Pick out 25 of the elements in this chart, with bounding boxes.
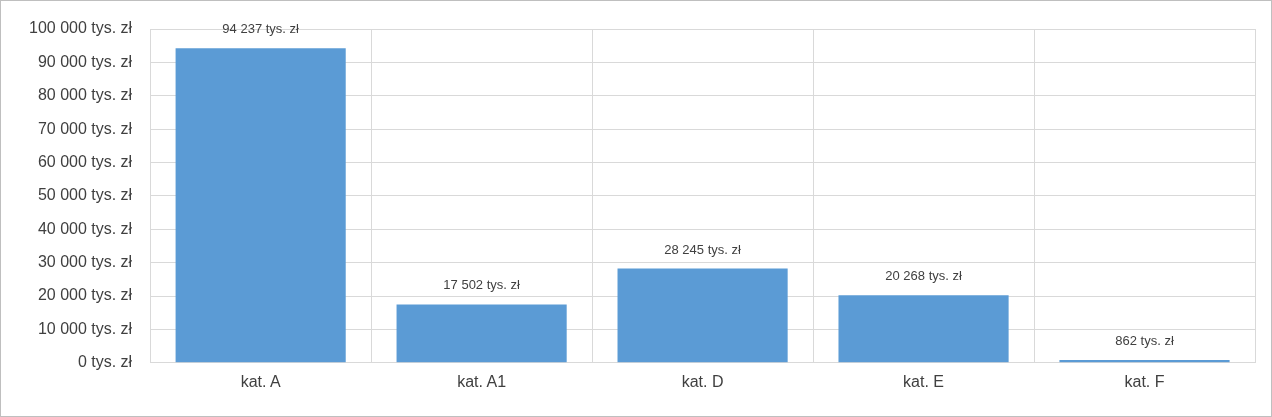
y-tick-label: 40 000 tys. zł — [37, 219, 133, 237]
y-tick-label: 50 000 tys. zł — [37, 186, 133, 204]
y-tick-label: 30 000 tys. zł — [37, 253, 133, 271]
data-label: 94 237 tys. zł — [222, 21, 300, 37]
y-tick-label: 90 000 tys. zł — [37, 52, 133, 70]
x-tick-label: kat. A — [240, 372, 281, 390]
data-label: 28 245 tys. zł — [664, 241, 741, 257]
y-tick-label: 60 000 tys. zł — [37, 152, 133, 170]
bar — [175, 48, 346, 363]
y-tick-label: 0 tys. zł — [77, 353, 133, 371]
y-tick-label: 20 000 tys. zł — [37, 286, 133, 304]
y-tick-label: 100 000 tys. zł — [29, 19, 133, 37]
x-tick-label: kat. D — [681, 372, 724, 390]
x-tick-label: kat. E — [903, 372, 944, 390]
x-tick-label: kat. F — [1124, 372, 1165, 390]
data-label: 17 502 tys. zł — [443, 277, 521, 293]
x-tick-label: kat. A1 — [457, 372, 507, 390]
data-label: 862 tys. zł — [1115, 333, 1174, 348]
y-tick-label: 80 000 tys. zł — [37, 86, 133, 104]
bar — [396, 304, 567, 363]
bar — [617, 268, 788, 363]
y-tick-label: 10 000 tys. zł — [37, 319, 133, 337]
y-tick-label: 70 000 tys. zł — [37, 119, 133, 137]
data-label: 20 268 tys. zł — [885, 268, 962, 284]
bar — [838, 295, 1009, 363]
